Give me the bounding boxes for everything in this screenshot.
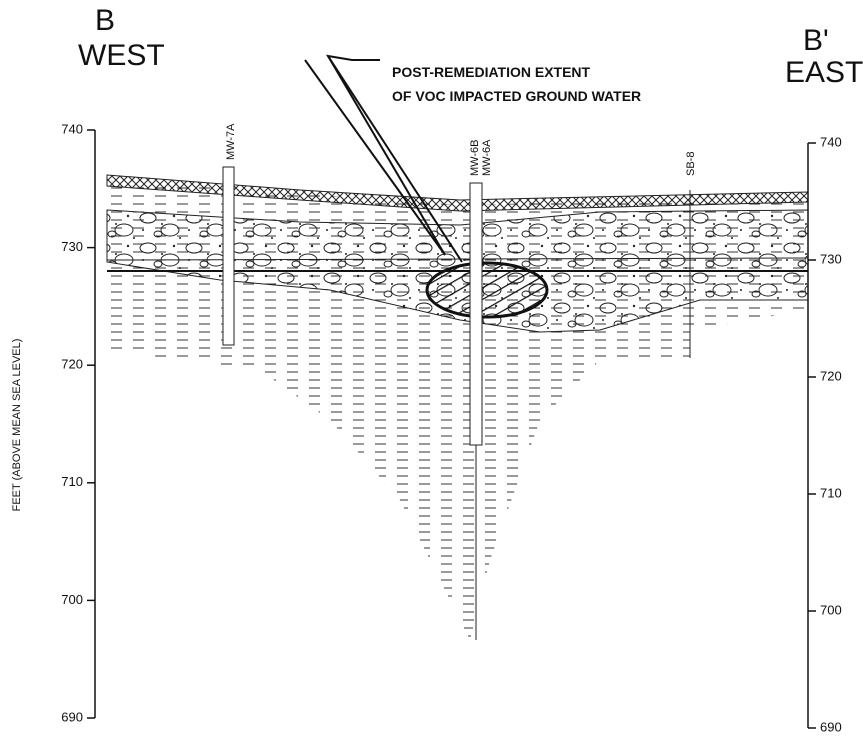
well-label: MW-7A — [225, 123, 237, 160]
well-label: MW-6A — [481, 139, 493, 176]
tick-label: 720 — [61, 357, 83, 372]
section-direction: EAST — [785, 56, 863, 89]
section-direction: WEST — [78, 39, 165, 72]
plume — [427, 263, 547, 317]
tick-label: 690 — [820, 719, 842, 734]
section-letter: B' — [803, 24, 829, 57]
cross-section: MW-7A MW-6B MW-6A SB-8 POST-REMEDIATION … — [0, 0, 863, 746]
tick-label: 740 — [61, 121, 83, 136]
tick-label: 690 — [61, 709, 83, 724]
tick-label: 720 — [820, 368, 842, 383]
geology — [107, 175, 808, 640]
well-mw-7a — [223, 167, 234, 345]
tick-label: 700 — [61, 592, 83, 607]
tick-label: 710 — [61, 474, 83, 489]
tick-label: 730 — [820, 251, 842, 266]
axis-label: FEET (ABOVE MEAN SEA LEVEL) — [11, 339, 23, 512]
tick-label: 740 — [820, 134, 842, 149]
annotation: OF VOC IMPACTED GROUND WATER — [392, 88, 641, 104]
well-label: SB-8 — [685, 152, 697, 176]
well-mw-6 — [470, 183, 482, 445]
tick-label: 710 — [820, 485, 842, 500]
annotation: POST-REMEDIATION EXTENT — [392, 64, 591, 80]
well-label: MW-6B — [469, 140, 481, 176]
section-letter: B — [95, 4, 115, 37]
tick-label: 700 — [820, 602, 842, 617]
tick-label: 730 — [61, 239, 83, 254]
